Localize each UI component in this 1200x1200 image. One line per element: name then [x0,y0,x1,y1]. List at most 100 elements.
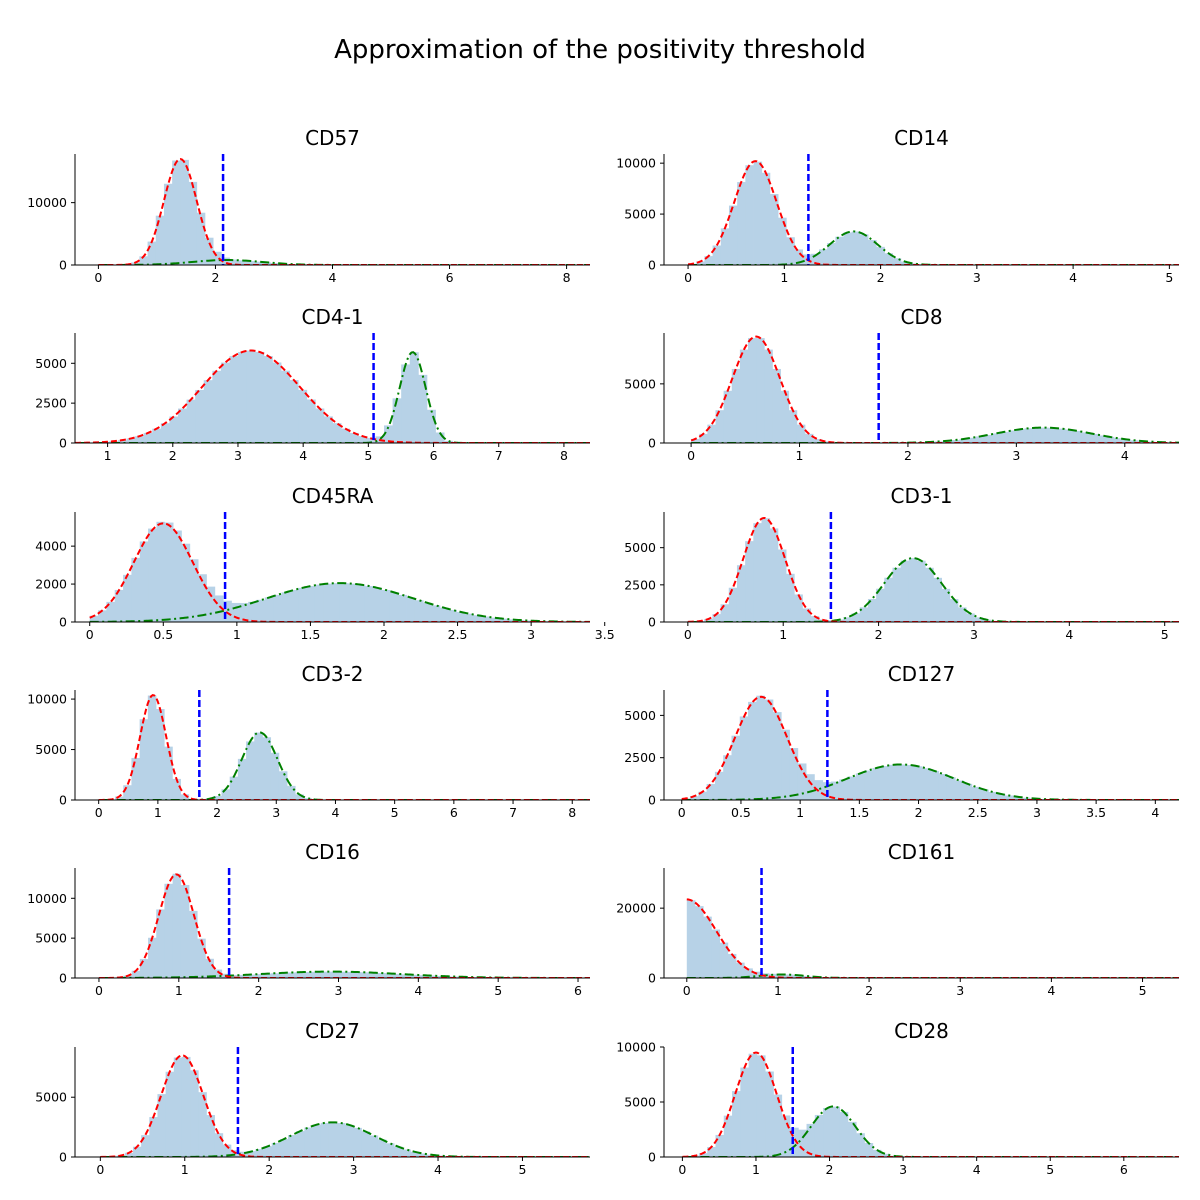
histogram-bar [922,768,931,800]
histogram-bar [181,1056,191,1157]
x-tick-label: 4 [1151,805,1159,820]
panel-cd28: 0 1 2 3 4 5 6 0 5000 10000 CD28 [616,1019,1179,1177]
x-tick-label: 5 [1139,983,1147,998]
histogram-bar [506,619,516,622]
histogram-bar [789,1127,799,1157]
histogram-bar [188,181,198,265]
histogram-bar [739,716,749,800]
histogram-bar [195,389,205,443]
histogram-bar [336,971,345,978]
x-tick-label: 3 [350,1162,358,1177]
histogram-bar [409,974,419,978]
histogram-bar [223,600,232,622]
histogram-bar [814,1114,824,1157]
histogram-bar [190,1070,199,1157]
histogram-bar [156,909,165,978]
plot-area [98,694,590,800]
panel-title: CD127 [888,662,956,686]
x-tick-label: 4 [1047,983,1055,998]
histogram-bar [1013,796,1022,800]
histogram-bar [186,399,196,443]
y-tick-label: 0 [59,258,67,273]
histogram-bar [813,438,822,443]
histogram-bar [289,589,299,622]
histogram-bar [298,389,308,443]
x-tick-label: 3 [970,627,978,642]
histogram-bar [745,541,754,622]
x-tick-label: 5 [494,983,502,998]
x-tick-label: 1.5 [300,627,320,642]
histogram-bar [115,796,124,800]
y-tick-label: 5000 [624,376,656,391]
histogram-bar [925,567,934,622]
x-tick-label: 3 [1012,448,1020,463]
histogram-bar [839,1111,849,1157]
histogram-bar [423,602,432,622]
histogram-bar [414,600,424,622]
histogram-bar [971,786,981,800]
x-tick-label: 0 [95,805,103,820]
x-tick-label: 2 [380,627,388,642]
y-tick-label: 10000 [27,891,67,906]
histogram-bar [835,236,844,265]
histogram-bar [156,521,166,622]
histogram-bar [306,586,316,622]
x-tick-label: 4 [331,805,339,820]
histogram-bar [139,719,149,800]
histogram-bar [868,240,877,265]
x-tick-label: 3 [234,448,242,463]
histogram-bar [975,436,985,443]
histogram-bar [358,436,368,443]
x-tick-label: 1 [175,983,183,998]
histogram-bar [996,793,1006,800]
x-tick-label: 2 [213,805,221,820]
negative-fit-curve [687,516,1179,622]
histogram-bar [198,574,207,622]
x-tick-label: 3.5 [595,627,615,642]
y-tick-label: 0 [648,615,656,630]
histogram-bar [991,433,1001,443]
histogram-bar [212,370,222,443]
histogram-bar [123,785,132,800]
panel-title: CD3-1 [890,484,952,508]
histogram-bar [401,974,411,978]
histogram-bar [173,530,182,622]
histogram-bar [131,557,141,622]
histogram-bar [189,559,199,622]
histogram-bar [690,796,699,800]
plot-area [686,898,1179,978]
histogram-bar [769,194,779,265]
histogram-bar [426,975,435,978]
histogram-bar [720,604,730,622]
x-tick-label: 2.5 [448,627,468,642]
histogram-bar [804,433,814,443]
x-tick-label: 5 [1165,270,1173,285]
histogram-bar [139,958,149,978]
histogram-bar [206,586,216,622]
plot-area [682,1051,1179,1157]
negative-fit-curve [686,898,1179,978]
histogram-bar [847,1121,857,1157]
histogram-bar [781,729,790,800]
x-tick-label: 2 [265,1162,273,1177]
histogram-bar [864,770,873,800]
plot-area [687,516,1179,622]
x-tick-label: 3 [899,1162,907,1177]
histogram-bar [106,601,116,622]
histogram-bar [271,1142,281,1157]
x-tick-label: 8 [563,270,571,285]
histogram-bar [246,741,255,800]
x-tick-label: 0 [684,627,692,642]
histogram-bar [980,789,989,800]
histogram-bar [339,583,349,622]
panel-title: CD8 [900,305,942,329]
histogram-bar [872,767,882,800]
histogram-bar [377,973,386,978]
histogram-bar [752,971,762,978]
histogram-bar [772,368,781,443]
histogram-bar [393,973,403,978]
histogram-bar [163,183,173,265]
histogram-bar [959,438,968,443]
histogram-bar [364,586,374,622]
